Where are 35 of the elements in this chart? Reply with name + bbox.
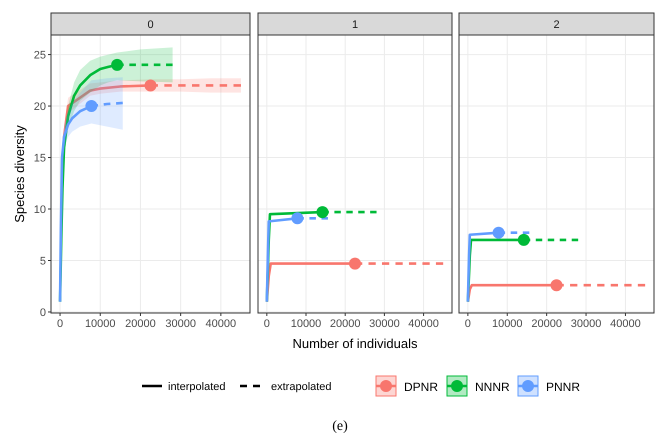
- y-tick-label: 15: [34, 152, 46, 165]
- y-tick-label: 20: [34, 101, 46, 114]
- x-tick-label: 30000: [369, 318, 400, 330]
- x-tick-label: 20000: [531, 318, 562, 330]
- legend-label: DPNR: [404, 380, 438, 394]
- point: [85, 100, 98, 112]
- x-tick-label: 40000: [610, 318, 641, 330]
- chart-title: 2: [553, 19, 560, 31]
- y-tick-label: 0: [40, 306, 46, 319]
- x-tick-label: 0: [464, 318, 471, 330]
- x-tick-label: 0: [56, 318, 64, 330]
- x-tick-label: 10000: [84, 318, 116, 330]
- y-tick-label: 10: [34, 204, 46, 216]
- y-tick-label: 5: [40, 255, 46, 268]
- x-tick-label: 40000: [408, 318, 439, 330]
- legend-label: NNNR: [475, 380, 510, 394]
- point: [111, 58, 124, 71]
- x-tick-label: 10000: [492, 318, 523, 330]
- legend-label: PNNR: [546, 380, 580, 394]
- text: interpolated: [168, 381, 226, 393]
- y-axis-title: Species diversity: [12, 124, 27, 223]
- y-tick-label: 25: [34, 50, 46, 62]
- x-tick-label: 0: [264, 318, 270, 330]
- text: extrapolated: [271, 381, 332, 393]
- x-tick-label: 20000: [125, 318, 156, 330]
- x-tick-label: 30000: [570, 318, 602, 330]
- text: (e): [332, 419, 348, 434]
- point: [144, 79, 156, 92]
- x-tick-label: 20000: [330, 318, 360, 330]
- x-axis-title: Number of individuals: [292, 336, 418, 351]
- x-tick-label: 30000: [165, 318, 196, 330]
- x-tick-label: 10000: [290, 318, 322, 330]
- chart-title: 0: [147, 19, 154, 31]
- chart-title: 1: [352, 19, 358, 31]
- x-tick-label: 40000: [206, 318, 236, 330]
